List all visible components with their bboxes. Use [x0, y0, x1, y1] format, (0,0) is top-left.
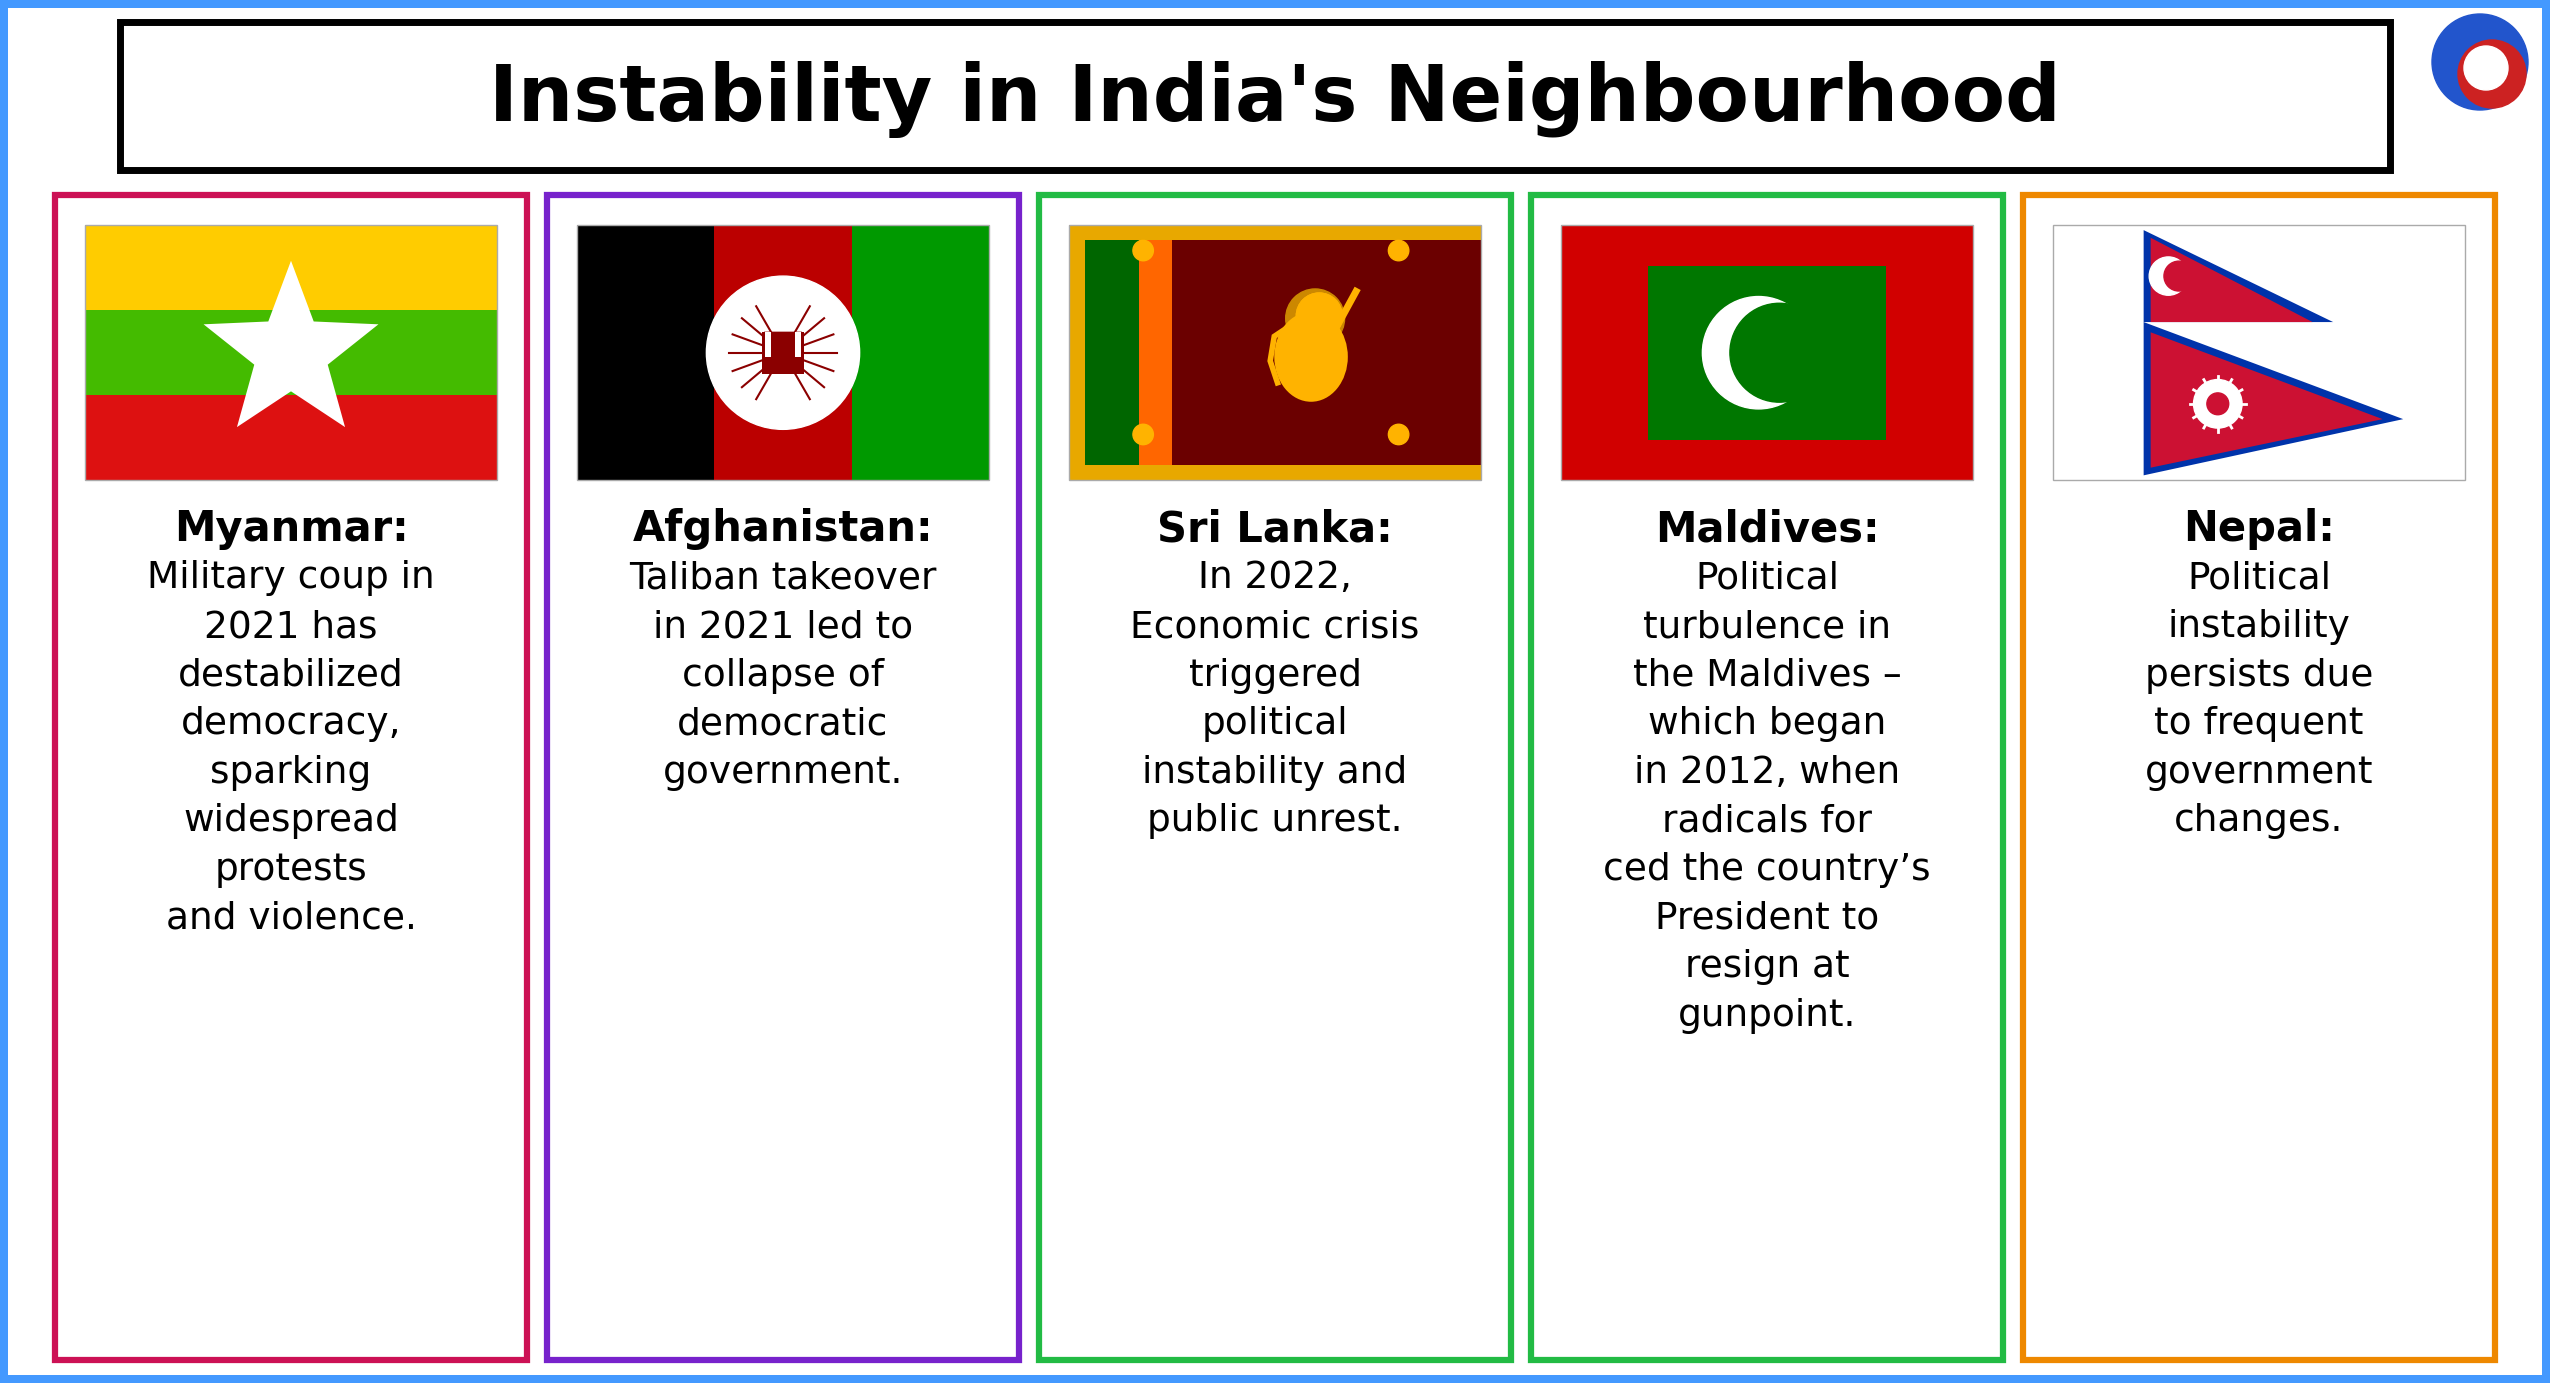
Circle shape — [2433, 14, 2527, 111]
Circle shape — [2458, 40, 2527, 108]
Bar — [714, 225, 852, 480]
FancyBboxPatch shape — [120, 22, 2389, 170]
Circle shape — [2463, 46, 2509, 90]
Circle shape — [2206, 393, 2229, 415]
Bar — [576, 225, 989, 480]
Circle shape — [1387, 241, 1408, 261]
Bar — [0, 0, 8, 1383]
Polygon shape — [204, 261, 377, 427]
Circle shape — [1703, 296, 1816, 409]
Bar — [1068, 225, 1482, 480]
Text: Political
instability
persists due
to frequent
government
changes.: Political instability persists due to fr… — [2145, 560, 2374, 839]
Text: Taliban takeover
in 2021 led to
collapse of
democratic
government.: Taliban takeover in 2021 led to collapse… — [630, 560, 936, 791]
Bar — [1068, 225, 1482, 480]
Circle shape — [1132, 425, 1153, 445]
Bar — [548, 195, 1020, 1359]
Bar — [0, 1375, 2550, 1383]
Text: Sri Lanka:: Sri Lanka: — [1158, 509, 1392, 550]
Bar — [84, 310, 497, 396]
Bar — [2542, 0, 2550, 1383]
Circle shape — [1295, 293, 1341, 339]
Circle shape — [1285, 289, 1344, 347]
Text: In 2022,
Economic crisis
triggered
political
instability and
public unrest.: In 2022, Economic crisis triggered polit… — [1130, 560, 1420, 839]
Bar — [1647, 266, 1887, 440]
Text: Maldives:: Maldives: — [1655, 509, 1879, 550]
Text: Instability in India's Neighbourhood: Instability in India's Neighbourhood — [490, 61, 2060, 138]
Circle shape — [2193, 379, 2241, 429]
Bar — [84, 225, 497, 480]
Bar — [762, 332, 803, 373]
Circle shape — [706, 277, 859, 429]
Bar — [56, 195, 528, 1359]
Circle shape — [1387, 425, 1408, 445]
Bar — [84, 396, 497, 480]
Bar — [1561, 225, 1974, 480]
Wedge shape — [765, 332, 801, 351]
Polygon shape — [2150, 238, 2313, 322]
Bar — [1140, 241, 1173, 465]
Bar — [0, 0, 2550, 8]
Text: Military coup in
2021 has
destabilized
democracy,
sparking
widespread
protests
a: Military coup in 2021 has destabilized d… — [148, 560, 436, 936]
Bar — [796, 332, 801, 357]
Bar — [2022, 195, 2494, 1359]
Polygon shape — [2150, 332, 2382, 467]
Text: Afghanistan:: Afghanistan: — [632, 509, 933, 550]
Circle shape — [1132, 241, 1153, 261]
Bar — [852, 225, 989, 480]
Ellipse shape — [1275, 311, 1349, 402]
Bar — [1086, 241, 1140, 465]
Bar — [2053, 225, 2466, 480]
Polygon shape — [2145, 230, 2333, 322]
Circle shape — [1729, 303, 1828, 402]
Bar — [1173, 241, 1482, 465]
Bar — [1561, 225, 1974, 480]
Text: Political
turbulence in
the Maldives –
which began
in 2012, when
radicals for
ce: Political turbulence in the Maldives – w… — [1604, 560, 1930, 1034]
Text: Nepal:: Nepal: — [2183, 509, 2336, 550]
Bar — [576, 225, 714, 480]
Polygon shape — [2145, 322, 2402, 476]
Bar — [1530, 195, 2002, 1359]
Circle shape — [1295, 293, 1341, 339]
Bar — [84, 225, 497, 310]
Bar — [1038, 195, 1512, 1359]
Circle shape — [2150, 257, 2188, 295]
Bar — [765, 332, 770, 357]
Circle shape — [2165, 261, 2193, 290]
Text: Myanmar:: Myanmar: — [173, 509, 408, 550]
